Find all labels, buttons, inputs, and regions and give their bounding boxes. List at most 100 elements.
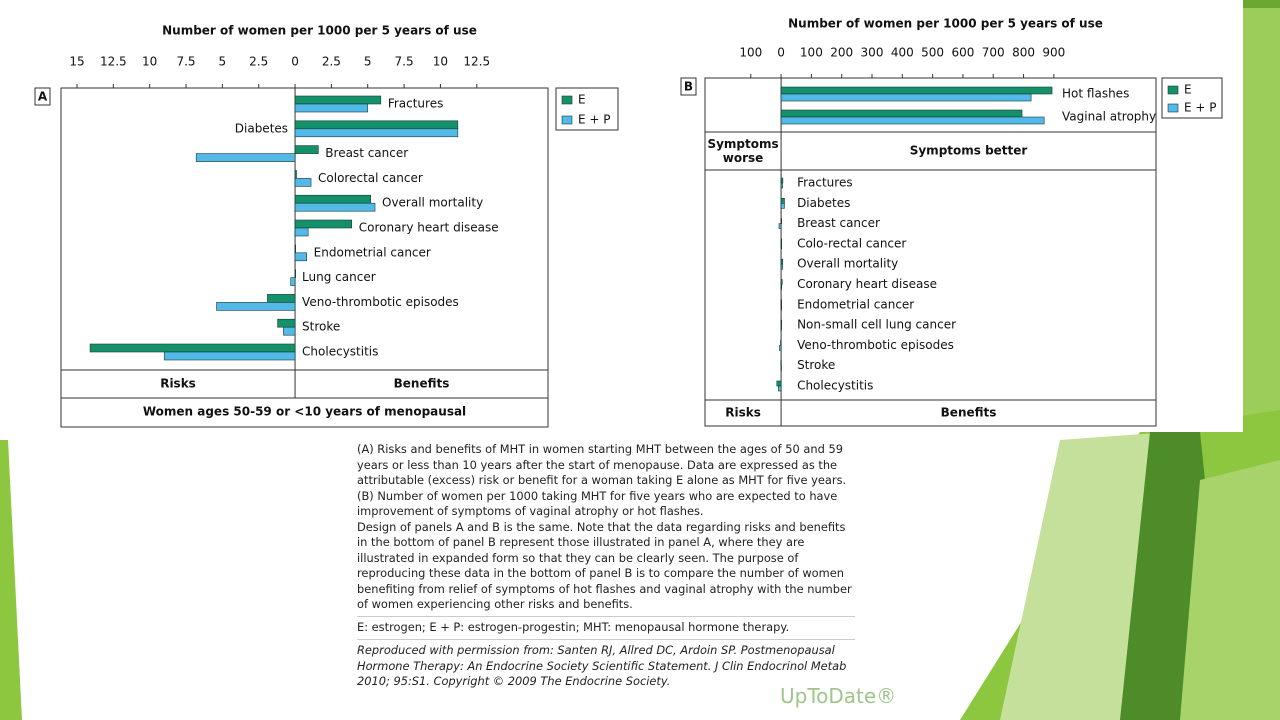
bar	[780, 243, 782, 250]
caption-para: (A) Risks and benefits of MHT in women s…	[357, 442, 847, 487]
bar	[294, 202, 376, 212]
bar	[294, 120, 459, 130]
bar	[780, 177, 784, 184]
category-label: Veno-thrombotic episodes	[797, 338, 954, 352]
category-label: Hot flashes	[1062, 87, 1129, 101]
category-label: Overall mortality	[382, 196, 483, 210]
bar	[267, 294, 296, 303]
bar	[780, 365, 782, 372]
source: Reproduced with permission from: Santen …	[357, 639, 855, 690]
caption: (A) Risks and benefits of MHT in women s…	[345, 436, 855, 720]
x-tick-label: 10	[142, 55, 157, 69]
bar	[776, 380, 782, 387]
bar	[89, 343, 296, 353]
category-label: Breast cancer	[797, 216, 880, 230]
category-label: Stroke	[797, 358, 835, 372]
category-label: Coronary heart disease	[797, 277, 937, 291]
bar	[290, 277, 296, 286]
x-tick-label: 12.5	[100, 55, 127, 69]
category-label: Diabetes	[797, 196, 850, 210]
category-label: Fractures	[797, 176, 853, 190]
legend-swatch	[1167, 85, 1179, 95]
bar	[216, 302, 296, 311]
category-label: Colorectal cancer	[318, 171, 423, 185]
legend-label: E + P	[578, 113, 611, 127]
legend-label: E	[1184, 83, 1192, 97]
x-tick-label: 700	[982, 46, 1005, 60]
plot-frame	[704, 77, 1157, 427]
footer-left: Risks	[725, 406, 761, 420]
legend-swatch	[561, 115, 573, 125]
panel-label: B	[684, 80, 693, 94]
category-label: Cholecystitis	[797, 379, 873, 393]
legend-swatch	[1167, 103, 1179, 113]
x-tick-label: 600	[951, 46, 974, 60]
bar	[195, 153, 296, 162]
bar	[780, 182, 783, 189]
bar	[780, 93, 1032, 102]
category-label: Fractures	[388, 97, 444, 111]
bar	[780, 360, 782, 367]
chart-title: Number of women per 1000 per 5 years of …	[788, 17, 1103, 31]
bar	[294, 145, 319, 154]
footnote: Women ages 50-59 or <10 years of menopau…	[143, 405, 466, 419]
x-tick-label: 100	[739, 46, 762, 60]
bar	[780, 258, 783, 265]
x-tick-label: 100	[800, 46, 823, 60]
decor	[0, 440, 22, 720]
bar	[294, 269, 296, 278]
x-tick-label: 10	[433, 55, 448, 69]
bar	[780, 109, 1023, 118]
x-tick-label: 400	[891, 46, 914, 60]
panel-label-box	[680, 77, 697, 96]
bar	[780, 340, 782, 346]
x-tick-label: 500	[921, 46, 944, 60]
plot-frame	[60, 87, 549, 428]
bar	[780, 238, 782, 245]
x-tick-label: 0	[777, 46, 785, 60]
bar	[294, 170, 297, 179]
bar	[294, 219, 353, 229]
footnote-bg	[62, 398, 547, 427]
x-tick-label: 200	[830, 46, 853, 60]
category-label: Veno-thrombotic episodes	[302, 295, 459, 309]
category-label: Cholecystitis	[302, 345, 378, 359]
legend-swatch	[561, 95, 573, 105]
bar	[294, 95, 382, 105]
bar	[294, 178, 312, 187]
bar	[779, 345, 782, 351]
caption-para: Design of panels A and B is the same. No…	[357, 519, 852, 612]
x-tick-label: 800	[1012, 46, 1035, 60]
bar	[778, 385, 782, 392]
bar	[778, 223, 782, 229]
bar	[780, 198, 785, 204]
x-tick-label: 300	[861, 46, 884, 60]
category-label: Vaginal atrophy	[1062, 110, 1156, 124]
panel-label: A	[38, 90, 48, 104]
category-label: Stroke	[302, 320, 340, 334]
bar	[294, 128, 459, 138]
bar	[780, 279, 783, 285]
x-tick-label: 2.5	[322, 55, 341, 69]
x-tick-label: 12.5	[463, 55, 490, 69]
bar	[780, 304, 782, 311]
x-tick-label: 15	[69, 55, 84, 69]
category-label: Breast cancer	[325, 146, 408, 160]
x-tick-label: 0	[291, 55, 299, 69]
bar	[294, 103, 369, 113]
category-label: Overall mortality	[797, 257, 898, 271]
x-tick-label: 900	[1042, 46, 1065, 60]
category-label: Endometrial cancer	[797, 297, 914, 311]
abbreviations: E: estrogen; E + P: estrogen-progestin; …	[357, 615, 855, 636]
bar	[780, 86, 1053, 95]
bar	[780, 299, 782, 306]
category-label: Colo-rectal cancer	[797, 236, 906, 250]
footer-right: Benefits	[941, 406, 997, 420]
category-label: Non-small cell lung cancer	[797, 318, 956, 332]
bar	[294, 252, 307, 262]
footer-left: Risks	[160, 377, 196, 391]
chart-title: Number of women per 1000 per 5 years of …	[162, 24, 477, 38]
bar	[780, 319, 782, 326]
decor	[1243, 0, 1280, 432]
